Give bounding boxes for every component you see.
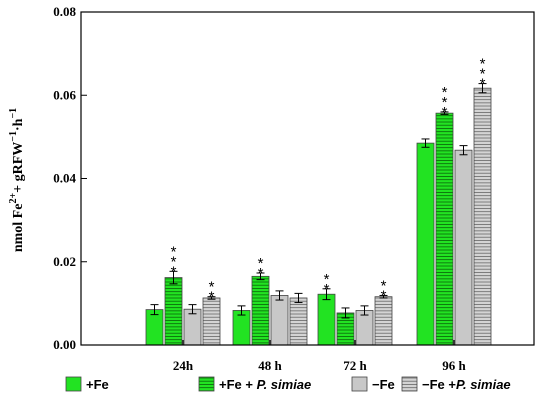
significance-star: * xyxy=(324,271,330,288)
x-tick-label: 72 h xyxy=(343,358,367,373)
significance-star: * xyxy=(258,255,264,272)
legend-label: +Fe + P. simiae xyxy=(219,377,311,392)
legend-label-species: P. simiae xyxy=(257,377,312,392)
significance-star: * xyxy=(381,277,387,294)
ylabel-part: −1 xyxy=(8,108,19,119)
ylabel-part: 2+ xyxy=(8,193,19,204)
significance-star: * xyxy=(480,56,486,73)
bar xyxy=(355,310,374,346)
significance-star: * xyxy=(171,243,177,260)
plot-frame xyxy=(80,11,535,346)
bars-group xyxy=(145,87,492,346)
y-tick-label: 0.02 xyxy=(53,254,76,269)
significance-star: * xyxy=(480,76,486,93)
bar xyxy=(473,87,492,346)
x-tick-label: 96 h xyxy=(442,358,466,373)
legend-item: −Fe +P. simiae xyxy=(401,376,511,392)
significance-star: * xyxy=(171,263,177,280)
legend-label-main: −Fe xyxy=(372,377,395,392)
y-axis: 0.00 0.02 0.04 0.06 0.08 xyxy=(53,4,87,352)
significance-star: * xyxy=(442,84,448,101)
legend-label: +Fe xyxy=(86,377,109,392)
significance-star: * xyxy=(209,279,215,296)
legend-swatch xyxy=(198,376,215,392)
significance-star: * xyxy=(381,287,387,304)
ylabel-part: −1 xyxy=(8,131,19,142)
legend-label-species: P. simiae xyxy=(456,377,511,392)
bar xyxy=(164,277,183,346)
legend-swatch xyxy=(65,376,82,392)
legend-label: −Fe xyxy=(372,377,395,392)
legend: +Fe +Fe + P. simiae −Fe −Fe +P. simiae xyxy=(65,376,511,392)
legend-label-main: +Fe + xyxy=(219,377,257,392)
bar xyxy=(317,293,336,346)
significance-group: ***************** xyxy=(171,56,486,306)
bar xyxy=(183,308,202,346)
significance-star: * xyxy=(442,94,448,111)
significance-star: * xyxy=(324,281,330,298)
significance-star: * xyxy=(209,289,215,306)
x-axis: 24h 48 h 72 h 96 h xyxy=(173,340,467,373)
legend-item: −Fe xyxy=(351,376,395,392)
error-bars-group xyxy=(150,83,487,319)
ylabel-part: nmol Fe xyxy=(11,204,26,253)
y-axis-label: nmol Fe2++ gRFW−1·h−1 xyxy=(8,108,26,252)
ylabel-part: ·h xyxy=(11,118,26,131)
significance-star: * xyxy=(258,265,264,282)
bar xyxy=(251,275,270,346)
significance-star: * xyxy=(480,66,486,83)
legend-label-main: +Fe xyxy=(86,377,109,392)
bar xyxy=(270,295,289,346)
legend-swatch xyxy=(351,376,368,392)
y-tick-label: 0.00 xyxy=(53,337,76,352)
significance-star: * xyxy=(171,253,177,270)
y-tick-label: 0.08 xyxy=(53,4,76,19)
bar xyxy=(454,149,473,346)
legend-item: +Fe + P. simiae xyxy=(198,376,311,392)
bar xyxy=(289,297,308,346)
bar xyxy=(232,310,251,346)
bar xyxy=(416,142,435,346)
legend-item: +Fe xyxy=(65,376,109,392)
legend-swatch xyxy=(401,376,418,392)
legend-label-main: −Fe + xyxy=(422,377,456,392)
ylabel-part: + gRFW xyxy=(11,142,26,193)
y-tick-label: 0.06 xyxy=(53,87,76,102)
x-tick-label: 24h xyxy=(173,358,194,373)
significance-star: * xyxy=(442,104,448,121)
legend-label: −Fe +P. simiae xyxy=(422,377,511,392)
x-tick-label: 48 h xyxy=(258,358,282,373)
y-tick-label: 0.04 xyxy=(53,171,76,186)
bar xyxy=(435,112,454,346)
